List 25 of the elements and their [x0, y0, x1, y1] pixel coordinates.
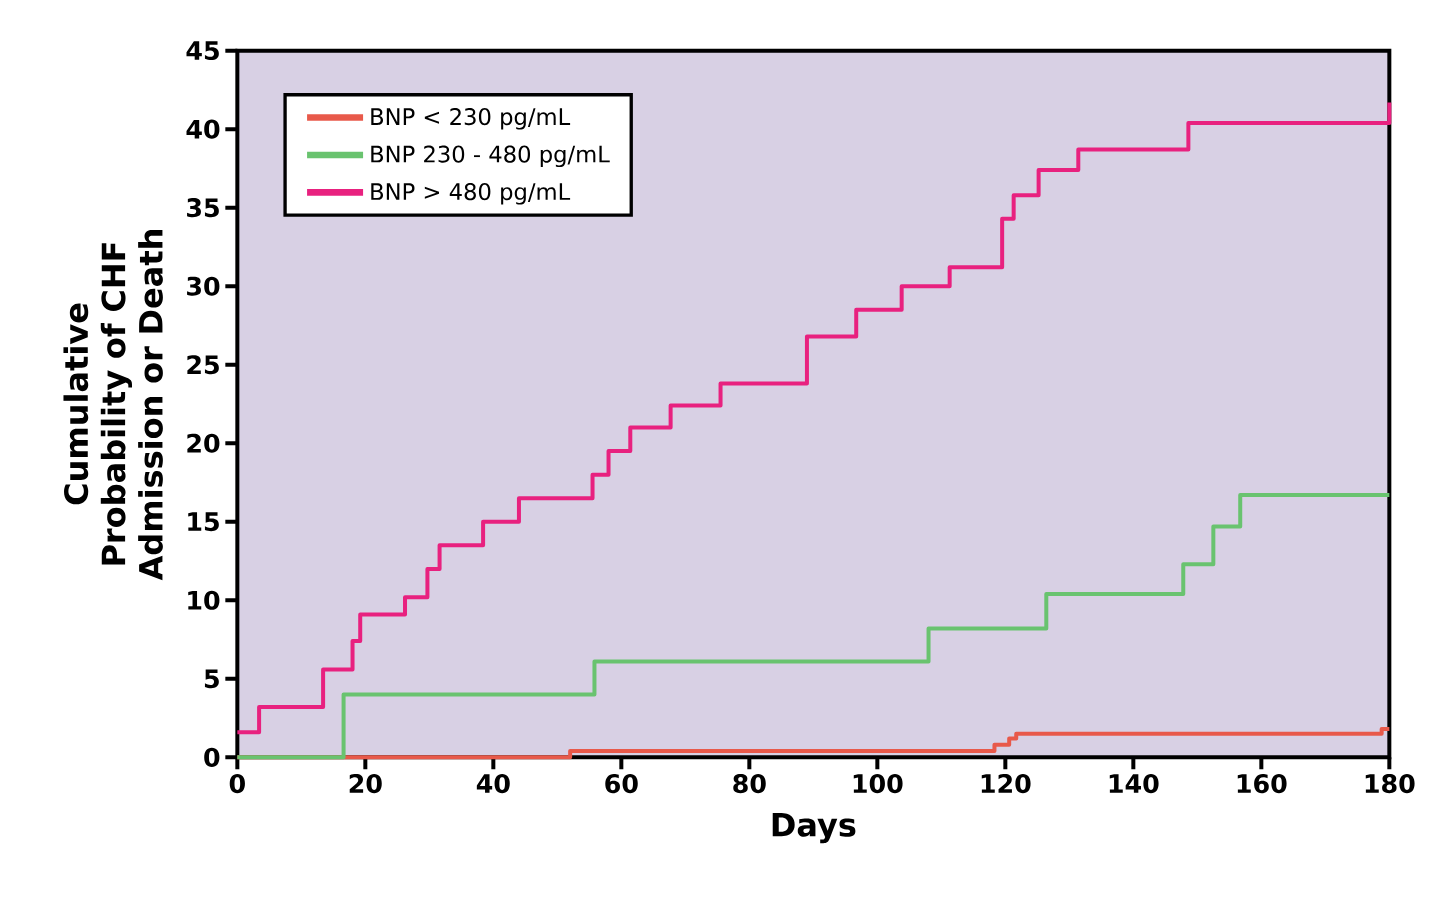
x-tick-label: 100	[853, 774, 903, 794]
x-tick-label: 160	[1237, 774, 1287, 794]
x-tick-label: 140	[1109, 774, 1159, 794]
y-tick-label: 10	[188, 590, 220, 611]
legend-label: BNP > 480 pg/mL	[371, 183, 571, 205]
y-tick-label: 5	[204, 669, 219, 689]
x-tick-label: 120	[981, 774, 1031, 794]
y-tick-label: 20	[187, 433, 220, 453]
legend-label: BNP 230 - 480 pg/mL	[371, 145, 610, 168]
x-tick-label: 60	[605, 774, 638, 794]
x-tick-label: 20	[349, 774, 382, 794]
legend-label: BNP < 230 pg/mL	[371, 108, 571, 130]
x-tick-label: 80	[733, 774, 766, 794]
x-tick-label: 0	[229, 774, 245, 794]
y-tick-label: 0	[204, 747, 220, 768]
y-tick-label: 25	[187, 355, 219, 375]
x-tick-label: 180	[1365, 774, 1415, 794]
y-axis-title: Cumulative Probability of CHF Admission or Death	[63, 230, 163, 581]
y-tick-label: 35	[187, 198, 219, 218]
y-tick-label: 15	[188, 512, 219, 532]
y-tick-label: 40	[186, 119, 220, 139]
x-axis-title: Days	[772, 813, 856, 844]
x-tick-label: 40	[476, 774, 510, 794]
y-tick-label: 30	[187, 276, 220, 296]
y-tick-label: 45	[186, 41, 219, 61]
